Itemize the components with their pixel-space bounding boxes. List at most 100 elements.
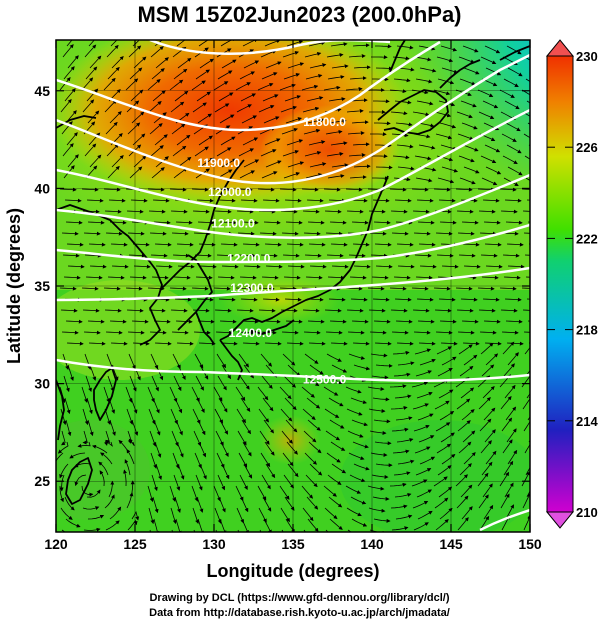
streamline <box>331 463 347 474</box>
streamline <box>411 381 429 388</box>
streamline <box>502 155 518 164</box>
streamline <box>437 368 453 377</box>
streamline <box>307 518 319 532</box>
streamline <box>196 297 214 302</box>
streamline <box>170 507 177 525</box>
streamline <box>213 81 229 91</box>
streamline <box>111 155 124 168</box>
streamline <box>151 167 165 179</box>
contour-label: 11800.0 <box>303 115 346 129</box>
streamline <box>258 308 276 313</box>
streamline <box>372 397 390 402</box>
streamline <box>521 287 530 289</box>
x-tick-label: 125 <box>123 536 147 552</box>
streamline <box>263 518 272 532</box>
streamline <box>462 242 480 247</box>
streamline <box>504 100 520 110</box>
streamline <box>89 264 107 269</box>
streamline <box>528 45 530 48</box>
streamline <box>370 353 388 358</box>
streamline <box>124 459 131 476</box>
streamline <box>416 100 434 106</box>
streamline <box>221 264 239 269</box>
streamline <box>87 110 100 124</box>
streamline <box>213 286 231 291</box>
streamline <box>221 158 237 168</box>
streamline <box>353 164 371 169</box>
streamline <box>437 78 455 85</box>
streamline <box>503 78 519 87</box>
streamline <box>418 341 436 346</box>
streamline <box>243 159 260 168</box>
streamline <box>153 319 171 324</box>
colorbar-label: 214 <box>576 414 598 429</box>
streamline <box>170 308 188 313</box>
streamline <box>529 463 530 464</box>
streamline <box>151 375 159 392</box>
colorbar-ticks: 230 226 222 218 214 210 <box>547 49 598 520</box>
streamline <box>103 77 116 91</box>
streamline <box>127 122 141 135</box>
streamline <box>110 341 128 346</box>
streamline <box>194 253 212 258</box>
streamline <box>502 253 520 258</box>
streamline <box>348 253 366 258</box>
streamline <box>148 308 166 313</box>
streamline <box>177 463 185 480</box>
streamline <box>417 220 435 225</box>
streamline <box>415 275 433 280</box>
streamline <box>237 430 247 446</box>
streamline <box>370 452 388 457</box>
streamline <box>327 174 345 179</box>
streamline <box>480 56 497 65</box>
streamline <box>87 419 94 437</box>
streamline <box>59 187 77 192</box>
streamline <box>506 45 522 55</box>
streamline <box>413 133 431 139</box>
streamline <box>89 154 102 168</box>
streamline <box>218 198 236 203</box>
streamline <box>455 187 473 192</box>
streamline <box>111 264 129 269</box>
streamline <box>219 220 237 225</box>
streamline <box>353 463 370 471</box>
streamline <box>176 441 184 458</box>
streamline <box>63 66 75 80</box>
streamline <box>154 242 172 247</box>
streamline <box>66 132 78 146</box>
streamline <box>463 264 481 269</box>
streamline <box>264 441 275 456</box>
streamline <box>195 474 203 491</box>
streamline <box>324 507 338 520</box>
streamline <box>261 72 278 80</box>
streamline <box>151 275 169 280</box>
streamline <box>126 408 134 425</box>
streamline <box>243 364 254 379</box>
streamline <box>287 62 305 69</box>
streamline <box>395 416 413 421</box>
streamline <box>243 264 261 269</box>
streamline <box>103 187 121 192</box>
streamline <box>100 452 113 465</box>
streamline <box>195 275 213 280</box>
streamline <box>367 386 385 391</box>
streamline <box>149 330 167 335</box>
streamline <box>152 397 160 414</box>
streamline <box>528 342 530 344</box>
streamline <box>240 496 249 513</box>
streamline <box>523 133 530 139</box>
streamline <box>462 45 479 53</box>
streamline <box>437 465 452 476</box>
streamline <box>176 40 186 47</box>
streamline <box>433 89 451 96</box>
streamline <box>281 330 299 335</box>
streamline <box>353 364 371 371</box>
streamline <box>111 56 124 69</box>
streamline <box>501 417 513 432</box>
streamline <box>282 452 294 467</box>
streamline <box>110 242 128 247</box>
streamline <box>418 144 436 150</box>
streamline <box>154 134 168 146</box>
streamline <box>215 330 233 335</box>
streamline <box>105 231 123 236</box>
